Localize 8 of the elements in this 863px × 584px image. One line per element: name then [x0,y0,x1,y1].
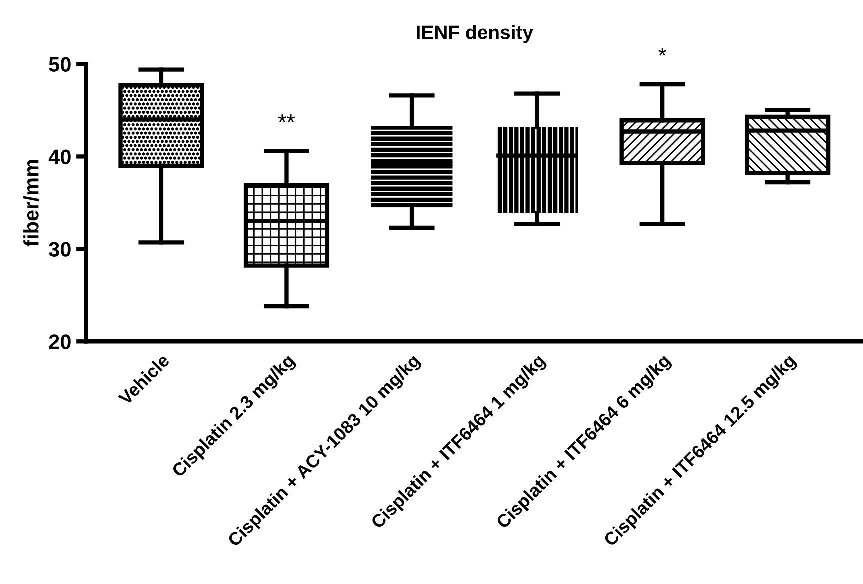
y-axis-title: fiber/mm [24,160,40,247]
chart-title: IENF density [417,25,534,44]
y-tick-label: 20 [49,334,71,350]
y-tick-label: 30 [49,242,71,257]
text: * [658,48,667,56]
annotation: ** [278,114,296,122]
y-tick-label: 40 [48,150,71,164]
y-tick-label: 50 [49,57,71,72]
